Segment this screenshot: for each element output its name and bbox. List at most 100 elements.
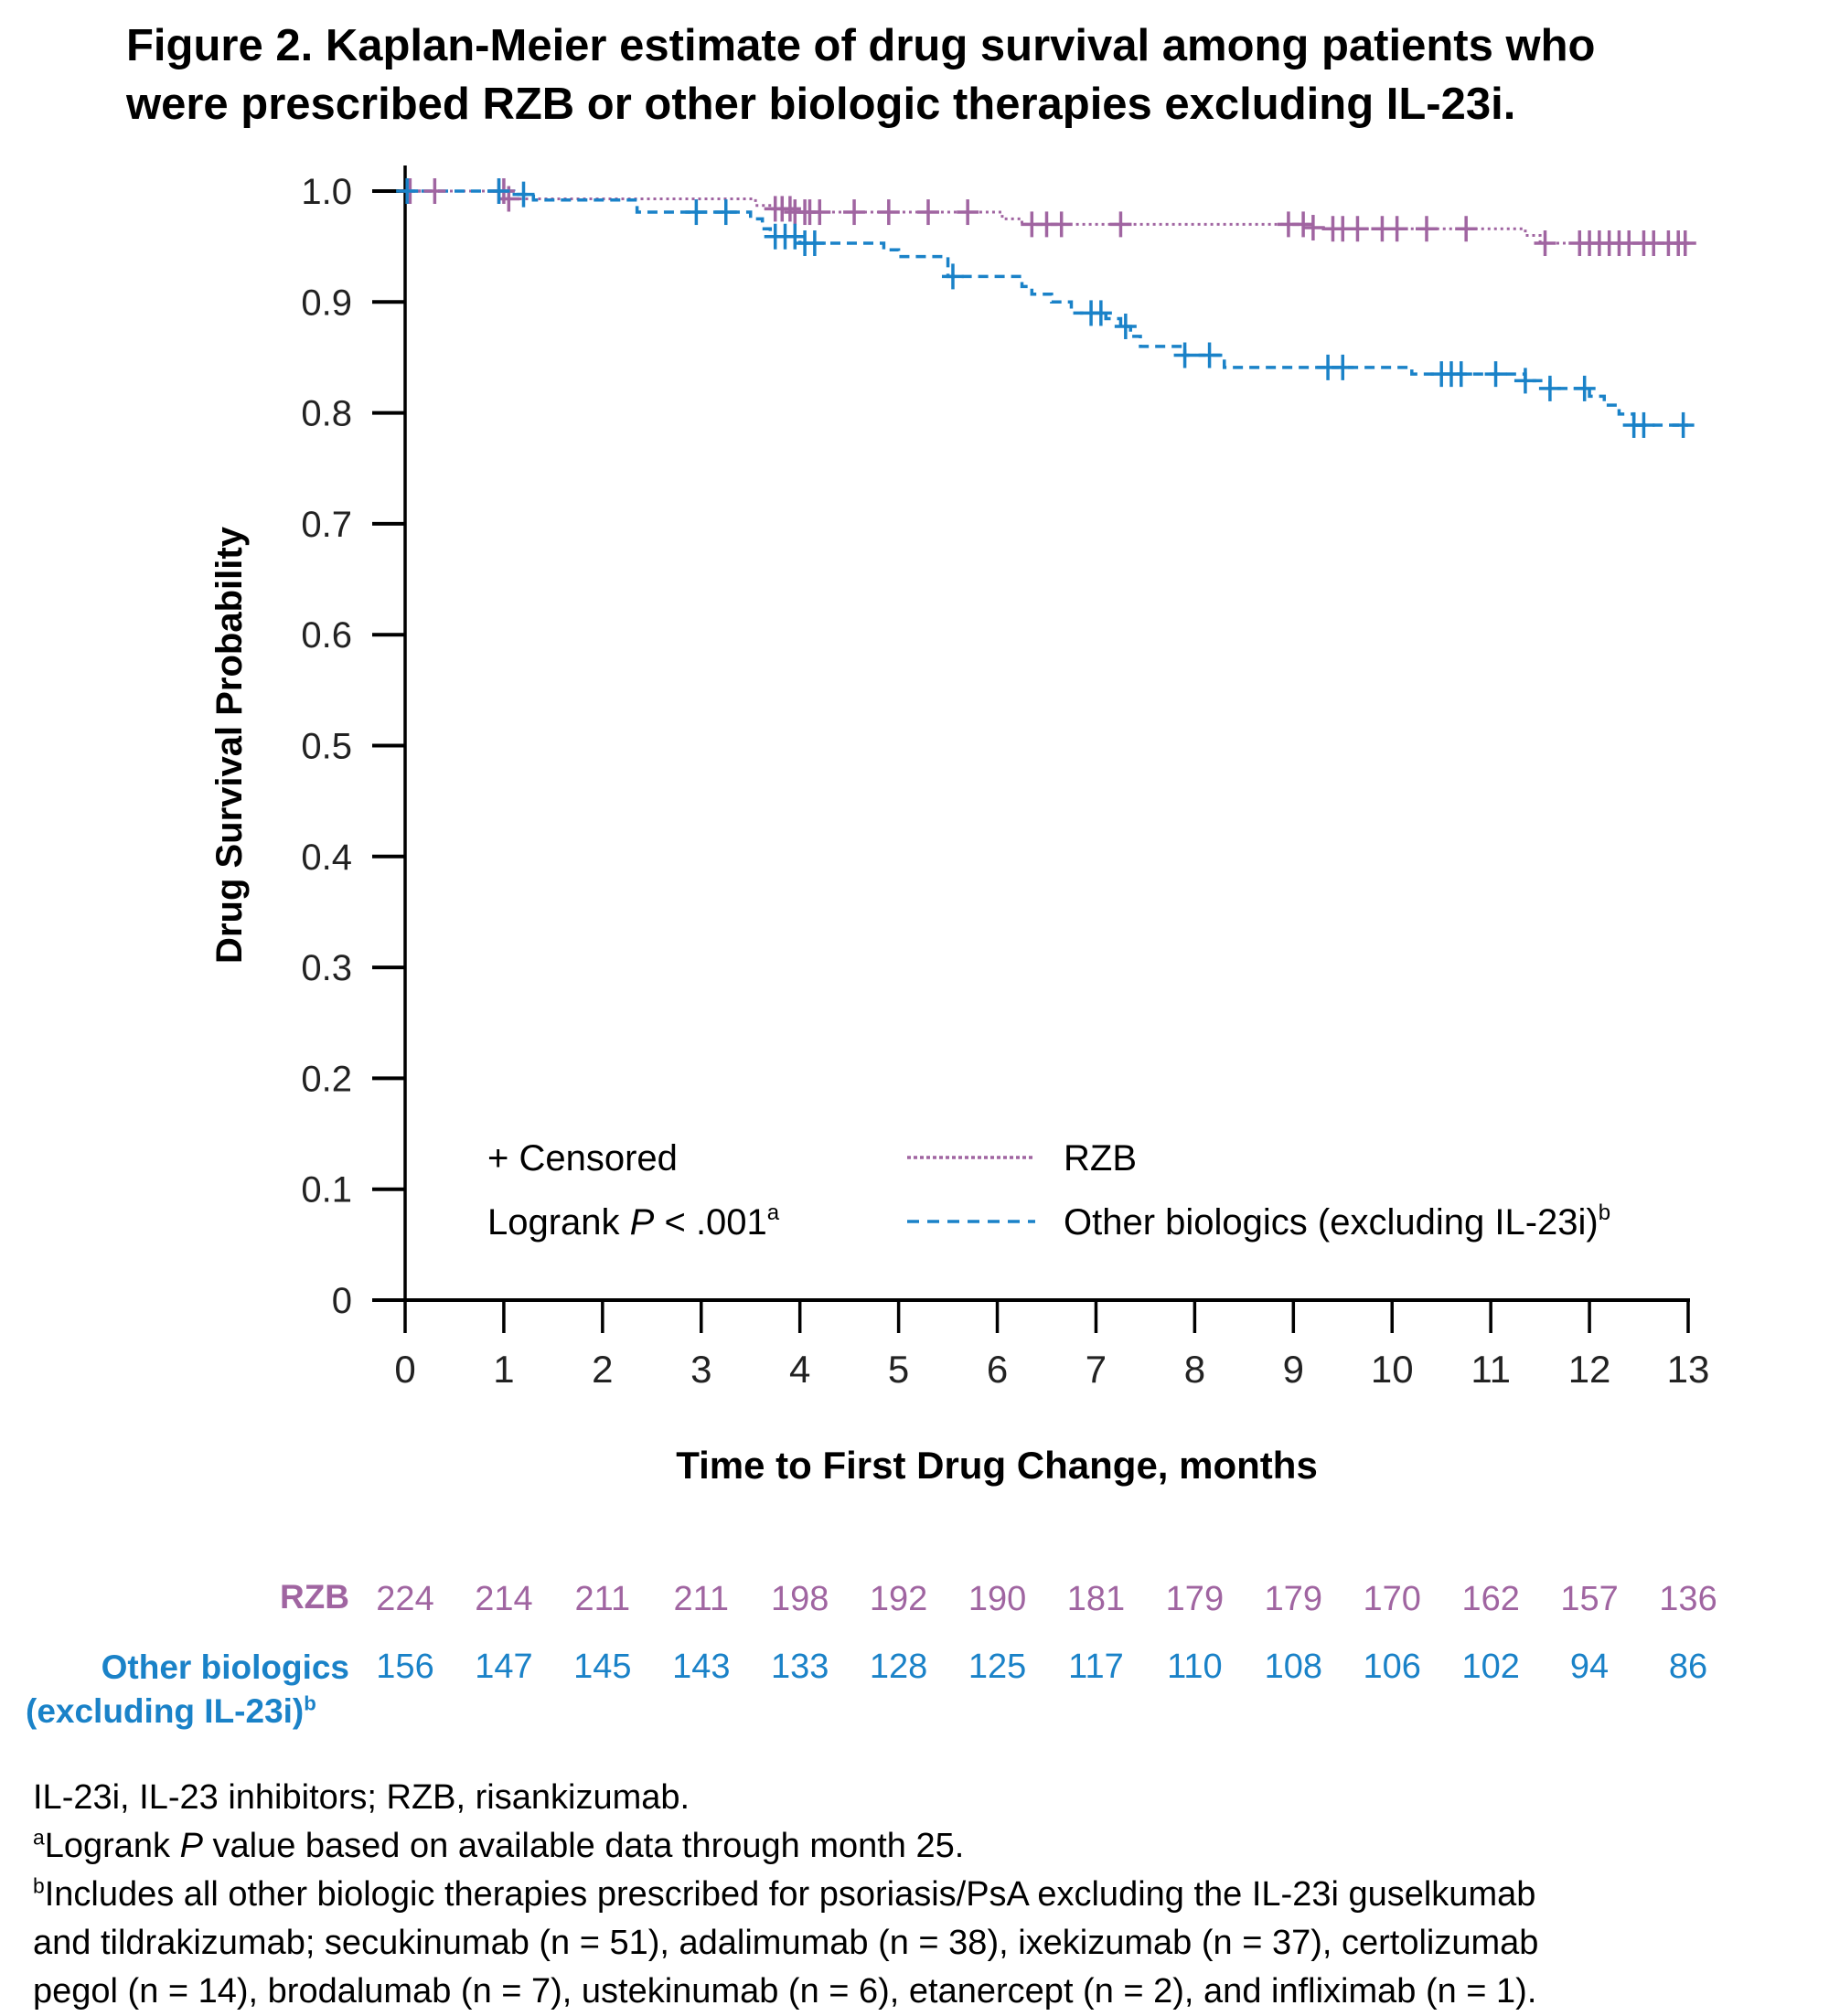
footnote-a-pre: Logrank [44,1827,180,1865]
censor-mark-rzb [778,196,801,222]
censor-mark-other [685,199,708,226]
censor-mark-other [396,178,419,204]
censor-mark-rzb [1416,216,1439,242]
risk-count-rzb: 162 [1461,1580,1520,1618]
censor-mark-rzb [1534,230,1556,257]
km-chart: 00.10.20.30.40.50.60.70.80.91.00 1 2 3 4 5 6 7 8… [209,165,1709,1487]
risk-count-other: 156 [376,1648,434,1686]
risk-count-other: 125 [968,1648,1027,1686]
risk-row-label-other-line-1: Other biologics [101,1648,349,1686]
risk-count-other: 133 [770,1648,829,1686]
risk-count-other: 145 [573,1648,632,1686]
censor-mark-other [512,181,535,208]
censor-mark-other [784,223,807,250]
footnote-a-marker: a [33,1825,45,1850]
risk-count-other: 102 [1461,1648,1520,1686]
censor-mark-other [487,178,510,204]
footnote-b-line-2: and tildrakizumab; secukinumab (n = 51),… [33,1924,1539,1962]
risk-count-rzb: 136 [1659,1580,1717,1618]
footnote-b: bIncludes all other biologic therapies p… [33,1871,1825,1919]
risk-count-rzb: 211 [574,1580,631,1618]
censor-mark-rzb [1455,216,1478,242]
risk-count-rzb: 179 [1165,1580,1225,1618]
legend-censored-label: + Censored [487,1138,678,1179]
censor-mark-other [941,263,964,290]
censor-mark-other [1484,361,1507,388]
censor-mark-other [1173,342,1196,368]
risk-count-other: 117 [1068,1648,1124,1686]
censor-mark-rzb [1050,211,1073,238]
censor-mark-rzb [877,199,900,226]
risk-count-rzb: 190 [968,1580,1027,1618]
legend-label-rzb: RZB [1064,1138,1137,1179]
legend-logrank-prefix: Logrank [487,1202,630,1243]
censor-mark-rzb [957,199,979,226]
censor-mark-other [714,199,737,226]
y-tick-label: 0.2 [301,1059,352,1099]
x-tick-label: 5 [888,1348,909,1391]
x-tick-label: 10 [1371,1348,1414,1391]
risk-count-rzb: 192 [869,1580,928,1618]
risk-row-label-other: Other biologics (excluding IL-23i)b [26,1646,349,1733]
x-tick-label: 6 [987,1348,1008,1391]
x-tick-label: 8 [1184,1348,1205,1391]
x-tick-label: 4 [789,1348,810,1391]
footnote-abbreviations: IL-23i, IL-23 inhibitors; RZB, risankizu… [33,1778,690,1817]
risk-count-other: 143 [672,1648,731,1686]
footnote-b-line-3: pegol (n = 14), brodalumab (n = 7), uste… [33,1972,1537,2011]
censor-mark-other [1513,368,1536,394]
censor-mark-other [1332,354,1354,380]
censor-mark-other [1089,300,1112,326]
x-tick-label: 3 [690,1348,711,1391]
x-tick-label: 9 [1283,1348,1304,1391]
axes: 00.10.20.30.40.50.60.70.80.91.00 1 2 3 4 5 6 7 8… [301,165,1709,1391]
risk-count-other: 86 [1668,1648,1708,1686]
legend-logrank-sup: a [767,1200,780,1225]
x-tick-label: 1 [493,1348,514,1391]
censor-mark-rzb [1385,216,1408,242]
x-axis-title: Time to First Drug Change, months [676,1444,1318,1487]
figure-title: Figure 2. Kaplan-Meier estimate of drug … [126,16,1827,133]
risk-count-other: 94 [1569,1648,1610,1686]
y-tick-label: 0.4 [301,837,352,878]
censor-mark-rzb [1674,230,1696,257]
y-tick-label: 0.1 [301,1170,352,1211]
risk-row-label-other-sup: b [304,1691,316,1715]
x-tick-label: 11 [1471,1348,1511,1391]
censor-mark-other [1449,361,1472,388]
censor-mark-rzb [1109,211,1132,238]
censor-mark-rzb [423,178,446,204]
x-tick-label: 0 [394,1348,415,1391]
y-tick-label: 0.6 [301,615,352,656]
figure-title-line-2: were prescribed RZB or other biologic th… [126,80,1516,129]
curve-rzb [405,189,1688,245]
censor-mark-other [1114,313,1137,339]
risk-count-rzb: 224 [376,1580,434,1618]
footnotes: IL-23i, IL-23 inhibitors; RZB, risankizu… [33,1774,1825,2016]
censor-mark-rzb [1301,215,1324,241]
risk-count-rzb: 157 [1560,1580,1619,1618]
legend-label-other-sup: b [1599,1200,1610,1225]
legend-logrank: Logrank P < .001a [487,1200,780,1243]
y-axis-title: Drug Survival Probability [209,526,250,964]
censor-mark-rzb [843,199,866,226]
risk-count-rzb: 198 [770,1580,829,1618]
risk-count-other: 108 [1264,1648,1322,1686]
risk-count-other: 147 [475,1648,533,1686]
censor-mark-other [1632,411,1655,438]
y-tick-label: 0.7 [301,505,352,545]
y-tick-label: 0.9 [301,283,352,323]
risk-row-label-other-line-2: (excluding IL-23i)b [26,1691,316,1730]
y-tick-label: 0.8 [301,394,352,434]
y-tick-label: 0 [332,1281,352,1321]
x-tick-label: 13 [1667,1348,1710,1391]
x-tick-label: 12 [1568,1348,1611,1391]
y-tick-label: 0.5 [301,727,352,767]
risk-count-rzb: 211 [673,1580,730,1618]
censor-mark-rzb [1292,211,1315,238]
footnote-a-post: value based on available data through mo… [202,1827,965,1865]
censor-mark-rzb [808,199,831,226]
risk-count-other: 128 [869,1648,928,1686]
x-tick-label: 2 [592,1348,613,1391]
figure-title-line-1: Figure 2. Kaplan-Meier estimate of drug … [126,21,1596,70]
